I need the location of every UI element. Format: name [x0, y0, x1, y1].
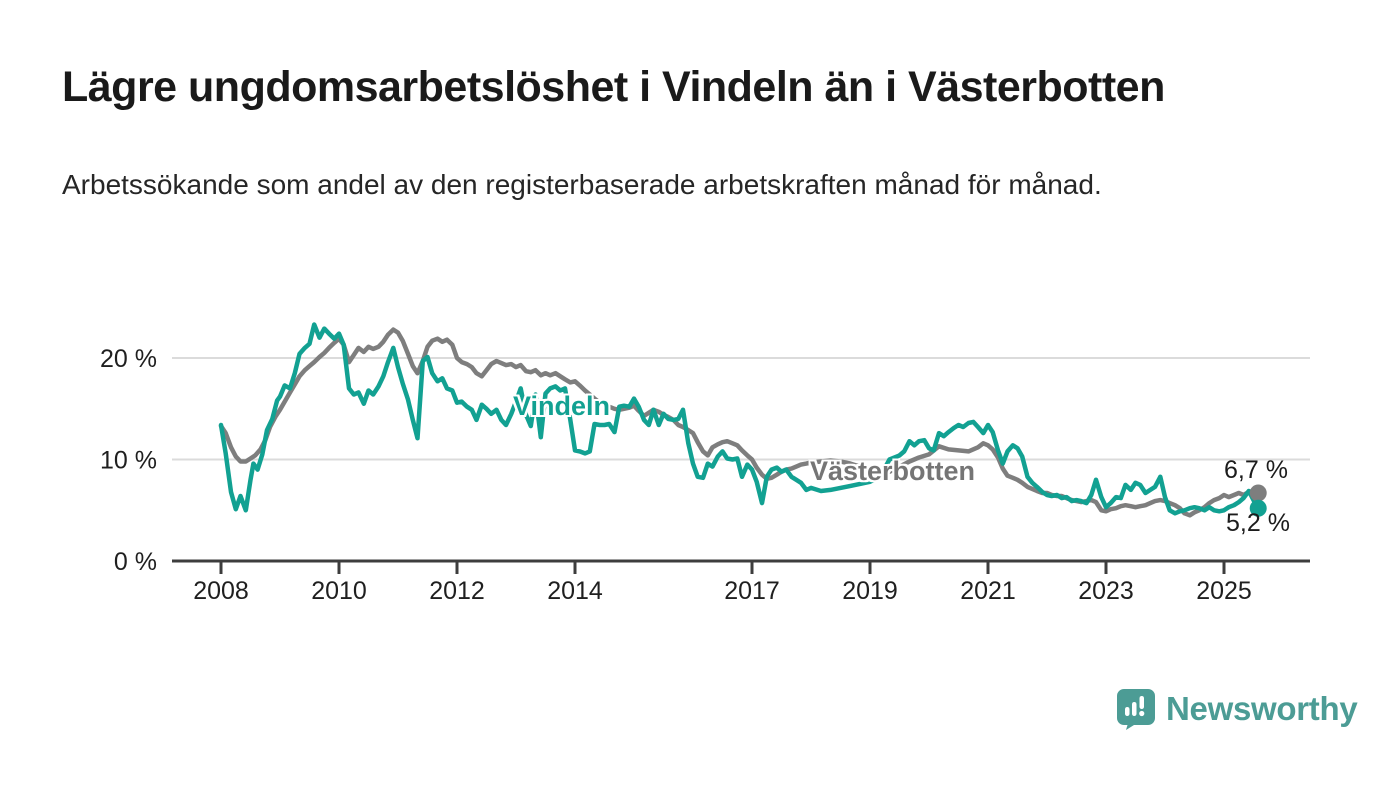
- x-tick-label-2014: 2014: [547, 577, 603, 605]
- y-tick-label-10: 10 %: [100, 447, 157, 475]
- gridlines: [172, 357, 1310, 461]
- y-axis-labels: 0 % 10 % 20 %: [100, 345, 157, 576]
- x-tick-label-2017: 2017: [724, 577, 780, 605]
- series-end-dots: [1249, 484, 1267, 517]
- y-tick-label-20: 20 %: [100, 345, 157, 373]
- page-title: Lägre ungdomsarbetslöshet i Vindeln än i…: [62, 63, 1165, 111]
- series-lines: [218, 322, 1261, 518]
- x-axis-tick-labels: 2008 2010 2012 2014 2017 2019 2021 2023 2025: [193, 577, 1252, 605]
- y-tick-label-0: 0 %: [114, 548, 157, 576]
- x-tick-label-2025: 2025: [1196, 577, 1252, 605]
- x-tick-label-2012: 2012: [429, 577, 485, 605]
- series-line-vindeln: [218, 322, 1261, 516]
- end-dot-västerbotten: [1249, 484, 1267, 502]
- newsworthy-speech-bubble-chart-icon: [1117, 689, 1155, 730]
- series-label-vindeln: Vindeln: [513, 391, 611, 421]
- page-subtitle: Arbetssökande som andel av den registerb…: [62, 169, 1102, 200]
- series-label-vasterbotten: Västerbotten: [810, 456, 976, 486]
- x-tick-label-2021: 2021: [960, 577, 1016, 605]
- end-value-label-vindeln: 5,2 %: [1226, 509, 1290, 537]
- end-value-label-vasterbotten: 6,7 %: [1224, 456, 1288, 484]
- x-tick-label-2019: 2019: [842, 577, 898, 605]
- x-axis-ticks: [219, 561, 1226, 574]
- brand-name: Newsworthy: [1166, 690, 1358, 727]
- series-line-västerbotten: [218, 327, 1261, 518]
- x-tick-label-2023: 2023: [1078, 577, 1134, 605]
- x-tick-label-2008: 2008: [193, 577, 249, 605]
- newsworthy-logo: Newsworthy: [1116, 688, 1358, 730]
- x-tick-label-2010: 2010: [311, 577, 367, 605]
- end-dot-vindeln: [1249, 499, 1267, 517]
